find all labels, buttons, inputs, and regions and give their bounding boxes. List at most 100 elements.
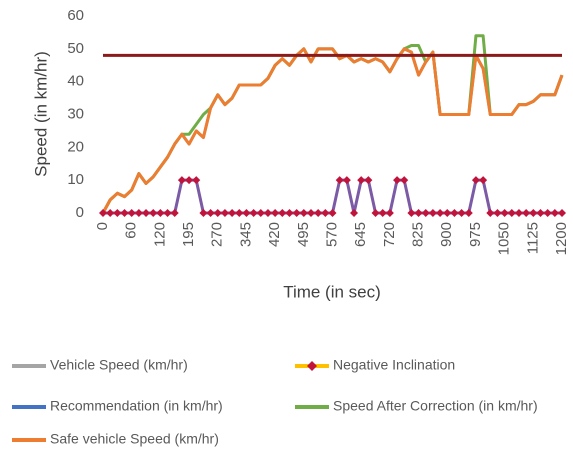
data-point [170, 209, 179, 217]
data-point [371, 209, 380, 217]
data-point [414, 209, 423, 217]
x-tick-label: 60 [123, 222, 140, 239]
data-point [543, 209, 552, 217]
data-point [199, 209, 208, 217]
data-point [149, 209, 158, 217]
x-tick-label: 195 [180, 222, 197, 247]
data-point [443, 209, 452, 217]
data-point [185, 176, 194, 185]
data-point [213, 209, 222, 217]
data-point [177, 176, 186, 185]
data-point [235, 209, 244, 217]
data-point [450, 209, 459, 217]
x-tick-label: 1200 [553, 222, 570, 255]
series-line [101, 47, 564, 214]
data-point [156, 209, 165, 217]
data-point [514, 209, 523, 217]
data-point [220, 209, 229, 217]
data-point [335, 176, 344, 185]
legend-label: Negative Inclination [333, 357, 455, 373]
y-tick-label: 60 [67, 7, 84, 24]
x-tick-label: 345 [237, 222, 254, 247]
y-tick-label: 10 [67, 171, 84, 188]
data-point [127, 209, 136, 217]
data-point [299, 209, 308, 217]
data-point [486, 209, 495, 217]
y-tick-label: 0 [76, 204, 84, 221]
data-point [120, 209, 129, 217]
data-point [192, 176, 201, 185]
data-point [249, 209, 258, 217]
y-tick-label: 40 [67, 73, 84, 90]
data-point [271, 209, 280, 217]
data-point [378, 209, 387, 217]
data-point [292, 209, 301, 217]
x-tick-label: 570 [323, 222, 340, 247]
x-tick-label: 645 [352, 222, 369, 247]
data-point [242, 209, 251, 217]
data-point [364, 176, 373, 185]
y-tick-label: 30 [67, 105, 84, 122]
data-point [536, 209, 545, 217]
data-point [342, 176, 351, 185]
legend-label: Speed After Correction (in km/hr) [333, 398, 538, 414]
data-point [321, 209, 330, 217]
data-point [357, 176, 366, 185]
data-point [142, 209, 151, 217]
data-point [350, 209, 359, 217]
data-point [113, 209, 122, 217]
x-tick-label: 720 [381, 222, 398, 247]
data-point [436, 209, 445, 217]
legend-label: Recommendation (in km/hr) [50, 398, 223, 414]
data-point [134, 209, 143, 217]
data-point [529, 209, 538, 217]
data-point [428, 209, 437, 217]
data-point [400, 176, 409, 185]
data-point [99, 209, 107, 217]
x-tick-label: 1125 [524, 222, 541, 254]
data-point [471, 176, 480, 185]
data-point [393, 176, 402, 185]
x-tick-label: 0 [94, 222, 111, 230]
data-point [228, 209, 237, 217]
data-point [493, 209, 502, 217]
x-axis-label: Time (in sec) [283, 282, 381, 301]
data-point [479, 176, 488, 185]
data-point [285, 209, 294, 217]
x-tick-label: 1050 [496, 222, 513, 255]
x-tick-label: 900 [438, 222, 455, 247]
data-point [550, 209, 559, 217]
x-tick-label: 975 [467, 222, 484, 247]
series-line [103, 178, 562, 215]
legend: Vehicle Speed (km/hr) Negative Inclinatio… [12, 357, 538, 447]
data-point [314, 209, 323, 217]
data-point [256, 209, 265, 217]
legend-marker [307, 361, 317, 371]
y-axis-label: Speed (in km/hr) [31, 51, 50, 177]
data-point [278, 209, 287, 217]
data-point [507, 209, 516, 217]
legend-label: Safe vehicle Speed (km/hr) [50, 431, 219, 447]
data-point [263, 209, 272, 217]
data-point [421, 209, 430, 217]
data-point [306, 209, 315, 217]
x-tick-label: 120 [151, 222, 168, 247]
data-point [558, 209, 566, 217]
data-point [163, 209, 172, 217]
data-point [457, 209, 466, 217]
data-point [106, 209, 115, 217]
data-point [385, 209, 394, 217]
legend-label: Vehicle Speed (km/hr) [50, 357, 188, 373]
data-point [522, 209, 531, 217]
x-tick-label: 420 [266, 222, 283, 247]
data-point [206, 209, 215, 217]
y-tick-label: 50 [67, 40, 84, 57]
series-line [101, 47, 564, 214]
data-point [500, 209, 509, 217]
y-tick-label: 20 [67, 138, 84, 155]
series-line [101, 34, 564, 214]
data-point [407, 209, 416, 217]
x-tick-label: 495 [295, 222, 312, 247]
data-point [464, 209, 473, 217]
